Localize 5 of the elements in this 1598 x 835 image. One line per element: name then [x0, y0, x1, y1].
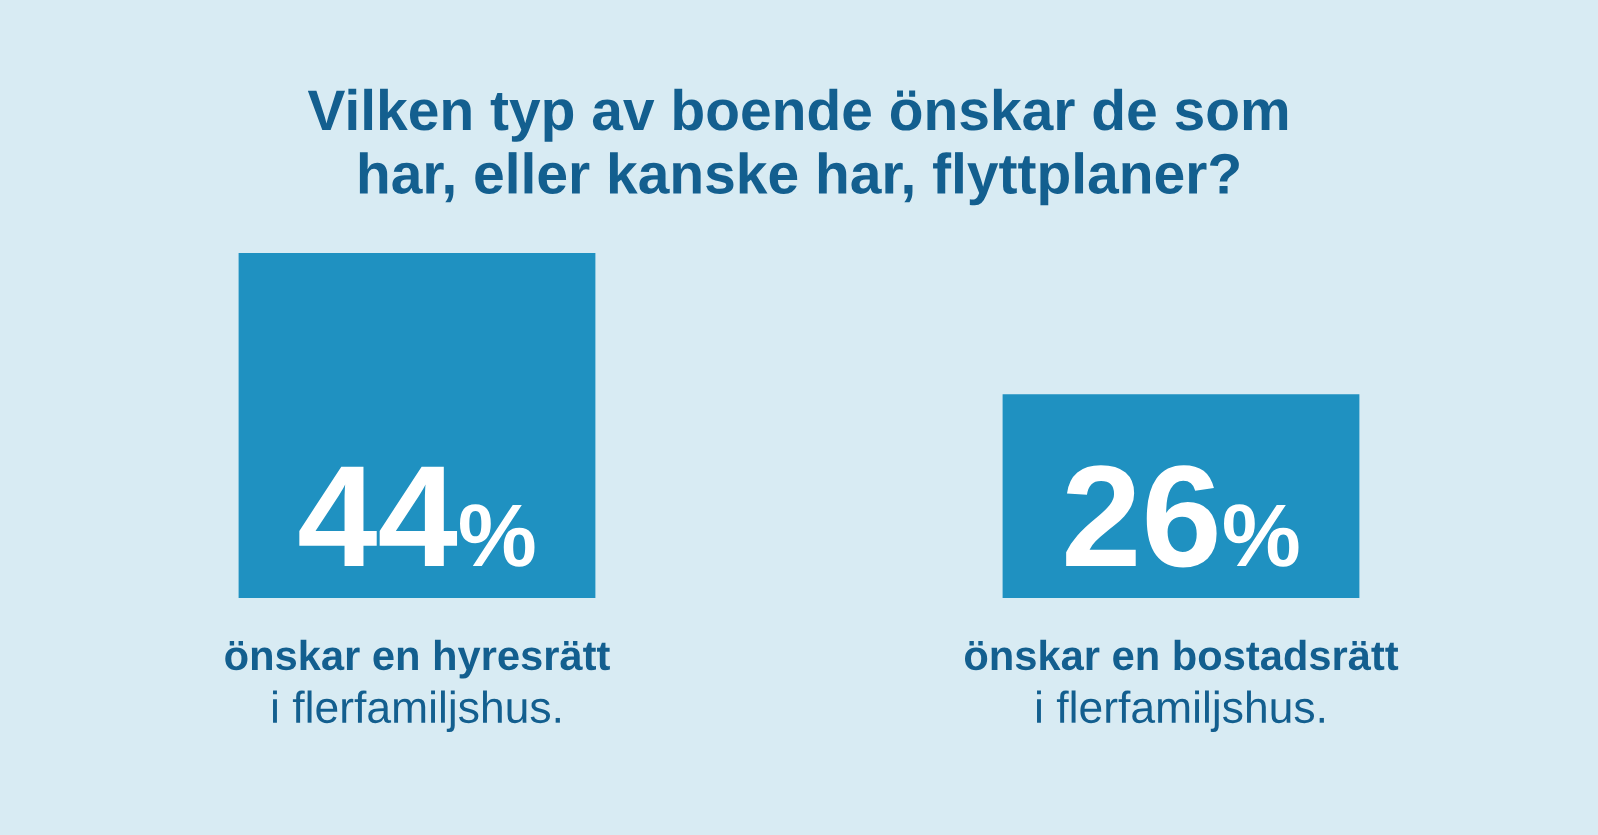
- data-label: 44%: [299, 466, 535, 567]
- x-tick-label: önskar en bostadsrätt i flerfamiljshus.: [964, 639, 1399, 732]
- chart-title: Vilken typ av boende önskar de som har, eller kanske har, flyttplaner?: [307, 88, 1288, 206]
- x-tick-label: önskar en hyresrätt i flerfamiljshus.: [225, 639, 610, 732]
- data-label: 26%: [1066, 465, 1299, 568]
